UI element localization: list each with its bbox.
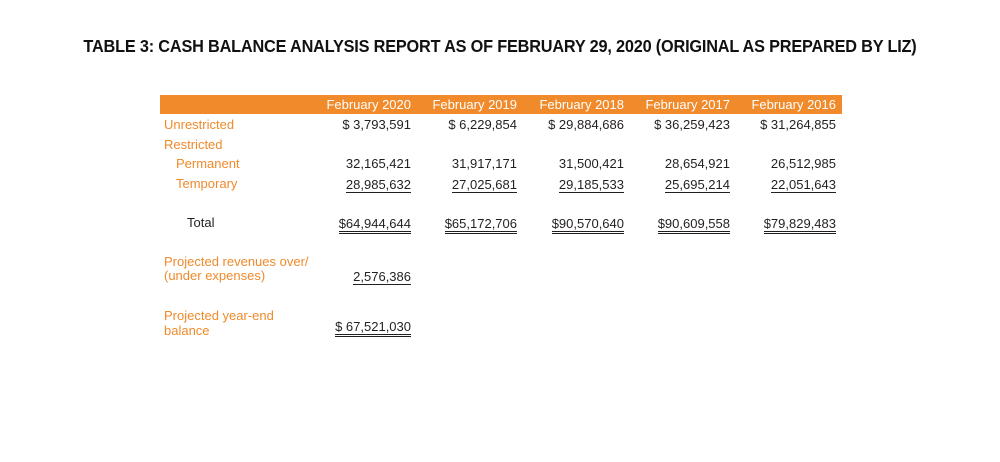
cell-total-2019-wrap: $65,172,706 [410, 215, 517, 234]
projected-revenues-value: 2,576,386 [353, 269, 411, 285]
cell-temporary-2017-wrap: 25,695,214 [624, 176, 730, 194]
projected-revenues-label-line2: (under expenses) [164, 268, 266, 283]
projected-revenues-label-line1: Projected revenues over/ [164, 254, 309, 269]
cell-total-2019: $65,172,706 [444, 216, 517, 234]
cell-permanent-2020: 32,165,421 [345, 156, 411, 171]
cell-permanent-2017: 28,654,921 [664, 156, 730, 171]
cell-unrestricted-2016: $ 31,264,855 [760, 117, 836, 132]
row-label-restricted: Restricted [164, 137, 223, 152]
cell-total-2016: $79,829,483 [763, 216, 836, 234]
cell-total-2016-wrap: $79,829,483 [730, 215, 836, 234]
row-label-permanent: Permanent [176, 156, 240, 171]
cell-total-2018-wrap: $90,570,640 [517, 215, 624, 234]
cell-unrestricted-2018: $ 29,884,686 [548, 117, 624, 132]
cell-total-2018: $90,570,640 [551, 216, 624, 234]
row-label-temporary: Temporary [176, 176, 238, 191]
cell-permanent-2018: 31,500,421 [558, 156, 624, 171]
projected-balance-label-line1: Projected year-end [164, 308, 274, 323]
projected-balance-label-line2: balance [164, 323, 210, 338]
column-header-feb-2018: February 2018 [539, 97, 624, 112]
cell-total-2020-wrap: $64,944,644 [300, 215, 411, 234]
projected-balance-value: $ 67,521,030 [335, 319, 411, 337]
cell-unrestricted-2019: $ 6,229,854 [448, 117, 517, 132]
cell-total-2017: $90,609,558 [657, 216, 730, 234]
cell-total-2020: $64,944,644 [338, 216, 411, 234]
cell-temporary-2018-wrap: 29,185,533 [517, 176, 624, 194]
projected-revenues-value-wrap: 2,576,386 [300, 268, 411, 286]
row-label-total: Total [187, 215, 215, 230]
row-label-unrestricted: Unrestricted [164, 117, 235, 132]
cell-temporary-2019: 27,025,681 [451, 177, 517, 193]
report-title: TABLE 3: CASH BALANCE ANALYSIS REPORT AS… [83, 36, 917, 56]
cell-total-2017-wrap: $90,609,558 [624, 215, 730, 234]
cell-temporary-2016-wrap: 22,051,643 [730, 176, 836, 194]
cell-unrestricted-2020: $ 3,793,591 [342, 117, 411, 132]
cell-permanent-2019: 31,917,171 [451, 156, 517, 171]
cell-unrestricted-2017: $ 36,259,423 [654, 117, 730, 132]
cell-temporary-2020: 28,985,632 [345, 177, 411, 193]
cell-temporary-2017: 25,695,214 [664, 177, 730, 193]
table-header-bar [160, 95, 842, 114]
projected-balance-value-wrap: $ 67,521,030 [300, 318, 411, 337]
column-header-feb-2017: February 2017 [645, 97, 730, 112]
cell-temporary-2020-wrap: 28,985,632 [300, 176, 411, 194]
cell-temporary-2018: 29,185,533 [558, 177, 624, 193]
column-header-feb-2016: February 2016 [751, 97, 836, 112]
cell-permanent-2016: 26,512,985 [770, 156, 836, 171]
column-header-feb-2019: February 2019 [432, 97, 517, 112]
cell-temporary-2019-wrap: 27,025,681 [410, 176, 517, 194]
cell-temporary-2016: 22,051,643 [770, 177, 836, 193]
column-header-feb-2020: February 2020 [326, 97, 411, 112]
